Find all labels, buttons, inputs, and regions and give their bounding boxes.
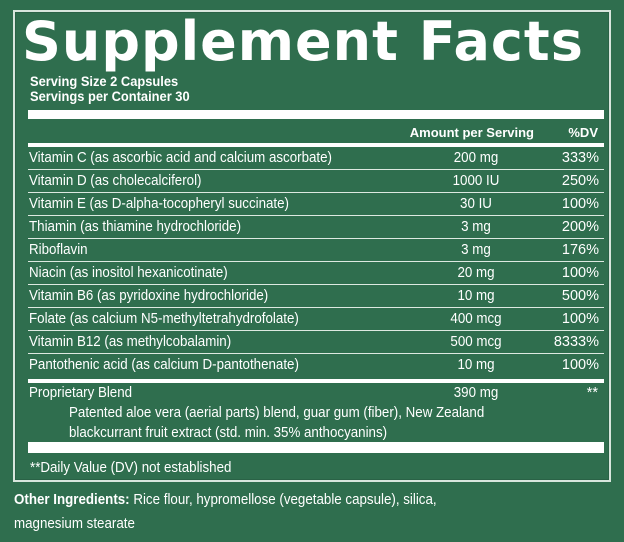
- header-divider: [28, 143, 604, 147]
- header-dv: %DV: [568, 125, 598, 140]
- table-row: Pantothenic acid (as calcium D-pantothen…: [28, 354, 604, 376]
- panel-title: Supplement Facts: [22, 10, 584, 73]
- nutrient-dv: 100%: [561, 196, 599, 212]
- table-row: Vitamin D (as cholecalciferol) 1000 IU 2…: [28, 170, 604, 193]
- table-row: Folate (as calcium N5-methyltetrahydrofo…: [28, 308, 604, 331]
- supplement-facts-panel: [13, 10, 611, 482]
- nutrient-amount: 3 mg: [461, 219, 491, 235]
- serving-size: Serving Size 2 Capsules: [30, 73, 179, 89]
- blend-description-line: Patented aloe vera (aerial parts) blend,…: [69, 405, 485, 421]
- other-ingredients-text: magnesium stearate: [14, 516, 135, 532]
- nutrient-name: Vitamin B12 (as methylcobalamin): [29, 334, 232, 350]
- nutrient-name: Vitamin D (as cholecalciferol): [29, 173, 202, 189]
- other-ingredients-text: Rice flour, hypromellose (vegetable caps…: [129, 492, 437, 508]
- blend-amount: 390 mg: [453, 385, 499, 401]
- nutrient-dv: 200%: [561, 219, 599, 235]
- nutrient-name: Thiamin (as thiamine hydrochloride): [29, 219, 242, 235]
- blend-description: Patented aloe vera (aerial parts) blend,…: [69, 403, 584, 443]
- nutrient-name: Riboflavin: [29, 242, 88, 258]
- nutrient-name: Vitamin E (as D-alpha-tocopheryl succina…: [29, 196, 290, 212]
- nutrient-dv: 100%: [561, 357, 599, 373]
- nutrient-amount: 30 IU: [460, 196, 492, 212]
- other-ingredients: Other Ingredients: Rice flour, hypromell…: [14, 488, 566, 536]
- thick-divider-bottom: [28, 442, 604, 453]
- nutrient-table: Vitamin C (as ascorbic acid and calcium …: [28, 147, 604, 376]
- blend-name: Proprietary Blend: [29, 385, 133, 401]
- servings-per-container: Servings per Container 30: [30, 88, 190, 104]
- table-row: Vitamin E (as D-alpha-tocopheryl succina…: [28, 193, 604, 216]
- nutrient-dv: 8333%: [553, 334, 599, 350]
- nutrient-dv: 100%: [561, 265, 599, 281]
- nutrient-dv: 333%: [561, 150, 599, 166]
- nutrient-amount: 10 mg: [457, 288, 495, 304]
- dv-footnote: **Daily Value (DV) not established: [30, 460, 232, 476]
- blend-description-line: blackcurrant fruit extract (std. min. 35…: [69, 425, 388, 441]
- nutrient-name: Niacin (as inositol hexanicotinate): [29, 265, 228, 281]
- nutrient-amount: 3 mg: [461, 242, 491, 258]
- header-amount: Amount per Serving: [409, 125, 534, 140]
- nutrient-dv: 100%: [561, 311, 599, 327]
- other-ingredients-label: Other Ingredients:: [14, 492, 130, 508]
- column-header: Amount per Serving %DV: [28, 125, 604, 141]
- nutrient-dv: 500%: [561, 288, 599, 304]
- table-row: Thiamin (as thiamine hydrochloride) 3 mg…: [28, 216, 604, 239]
- nutrient-amount: 200 mg: [453, 150, 499, 166]
- nutrient-name: Vitamin C (as ascorbic acid and calcium …: [29, 150, 333, 166]
- nutrient-name: Pantothenic acid (as calcium D-pantothen…: [29, 357, 299, 373]
- nutrient-amount: 500 mcg: [450, 334, 502, 350]
- nutrient-amount: 20 mg: [457, 265, 495, 281]
- table-row: Niacin (as inositol hexanicotinate) 20 m…: [28, 262, 604, 285]
- nutrient-name: Folate (as calcium N5-methyltetrahydrofo…: [29, 311, 299, 327]
- table-row: Riboflavin 3 mg 176%: [28, 239, 604, 262]
- table-row: Vitamin B6 (as pyridoxine hydrochloride)…: [28, 285, 604, 308]
- nutrient-amount: 10 mg: [457, 357, 495, 373]
- nutrient-amount: 400 mcg: [450, 311, 502, 327]
- table-row: Vitamin C (as ascorbic acid and calcium …: [28, 147, 604, 170]
- nutrient-dv: 250%: [561, 173, 599, 189]
- blend-divider: [28, 379, 604, 383]
- blend-dv: **: [586, 385, 598, 401]
- nutrient-dv: 176%: [561, 242, 599, 258]
- serving-info: Serving Size 2 Capsules Servings per Con…: [30, 74, 190, 104]
- table-row: Vitamin B12 (as methylcobalamin) 500 mcg…: [28, 331, 604, 354]
- nutrient-name: Vitamin B6 (as pyridoxine hydrochloride): [29, 288, 269, 304]
- nutrient-amount: 1000 IU: [452, 173, 500, 189]
- thick-divider-top: [28, 110, 604, 119]
